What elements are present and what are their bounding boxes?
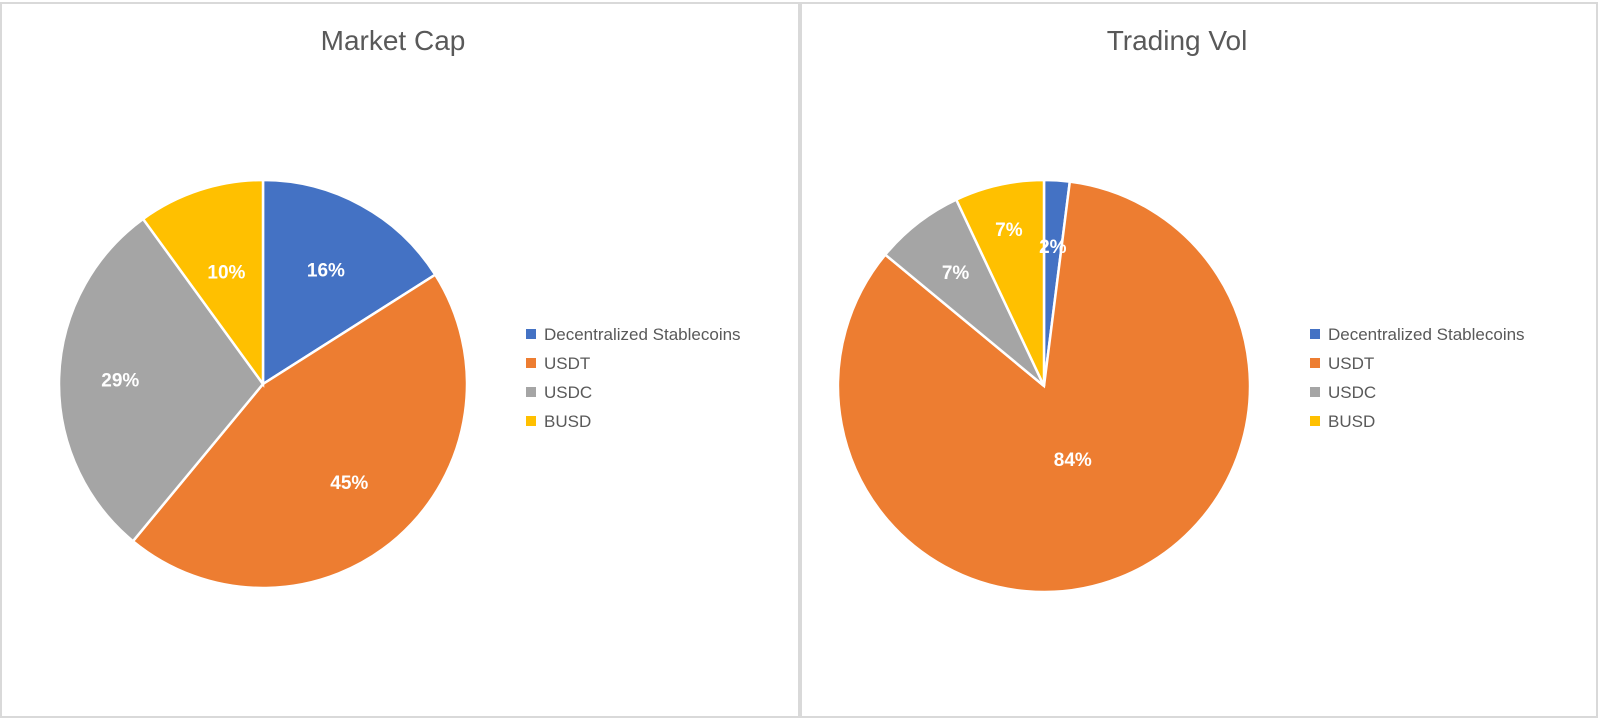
- slice-label-decentralized-stablecoins: 16%: [307, 261, 345, 282]
- legend-label-decentralized-stablecoins: Decentralized Stablecoins: [1328, 325, 1525, 344]
- legend-swatch-decentralized-stablecoins: [526, 329, 536, 339]
- pie-slice-decentralized-stablecoins: [261, 178, 437, 387]
- pie-slice-busd: [954, 178, 1046, 387]
- trading-vol-pie-chart: Trading Vol 2% 84% 7% 7% Decentralized Stabl…: [836, 25, 1525, 594]
- legend: Decentralized Stablecoins USDT USDC BUSD: [526, 325, 741, 431]
- legend: Decentralized Stablecoins USDT USDC BUSD: [1310, 325, 1525, 431]
- chart-title: Trading Vol: [1107, 25, 1248, 56]
- legend-label-usdt: USDT: [544, 354, 590, 373]
- legend-label-usdt: USDT: [1328, 354, 1374, 373]
- legend-swatch-usdc: [526, 387, 536, 397]
- pie-slice-busd: [141, 178, 265, 388]
- pie-slice-usdt: [836, 180, 1252, 594]
- slice-label-usdc: 29%: [101, 371, 139, 392]
- pie-slices: [836, 178, 1252, 594]
- market-cap-chart-panel: Market Cap 16% 45% 29% 10% Decentralized Sta…: [0, 2, 800, 718]
- slice-label-usdt: 45%: [330, 473, 368, 494]
- slice-label-usdc: 7%: [942, 263, 970, 284]
- legend-label-busd: BUSD: [1328, 412, 1375, 431]
- slice-label-decentralized-stablecoins: 2%: [1039, 237, 1067, 258]
- legend-label-usdc: USDC: [544, 383, 592, 402]
- slice-labels: 16% 45% 29% 10%: [101, 261, 368, 494]
- legend-swatch-usdt: [1310, 358, 1320, 368]
- legend-label-usdc: USDC: [1328, 383, 1376, 402]
- legend-swatch-busd: [526, 416, 536, 426]
- slice-label-busd: 7%: [995, 220, 1023, 241]
- market-cap-pie-chart: Market Cap 16% 45% 29% 10% Decentralized Sta…: [57, 25, 741, 590]
- legend-swatch-busd: [1310, 416, 1320, 426]
- pie-slice-usdt: [131, 272, 469, 590]
- legend-swatch-decentralized-stablecoins: [1310, 329, 1320, 339]
- pie-slice-usdc: [57, 217, 265, 543]
- legend-swatch-usdc: [1310, 387, 1320, 397]
- legend-label-decentralized-stablecoins: Decentralized Stablecoins: [544, 325, 741, 344]
- slice-label-busd: 10%: [207, 263, 245, 284]
- slice-label-usdt: 84%: [1054, 450, 1092, 471]
- legend-label-busd: BUSD: [544, 412, 591, 431]
- legend-swatch-usdt: [526, 358, 536, 368]
- pie-slices: [57, 178, 469, 590]
- slice-labels: 2% 84% 7% 7%: [942, 220, 1092, 471]
- trading-vol-chart-panel: Trading Vol 2% 84% 7% 7% Decentralized Stabl…: [800, 2, 1598, 718]
- chart-title: Market Cap: [321, 25, 466, 56]
